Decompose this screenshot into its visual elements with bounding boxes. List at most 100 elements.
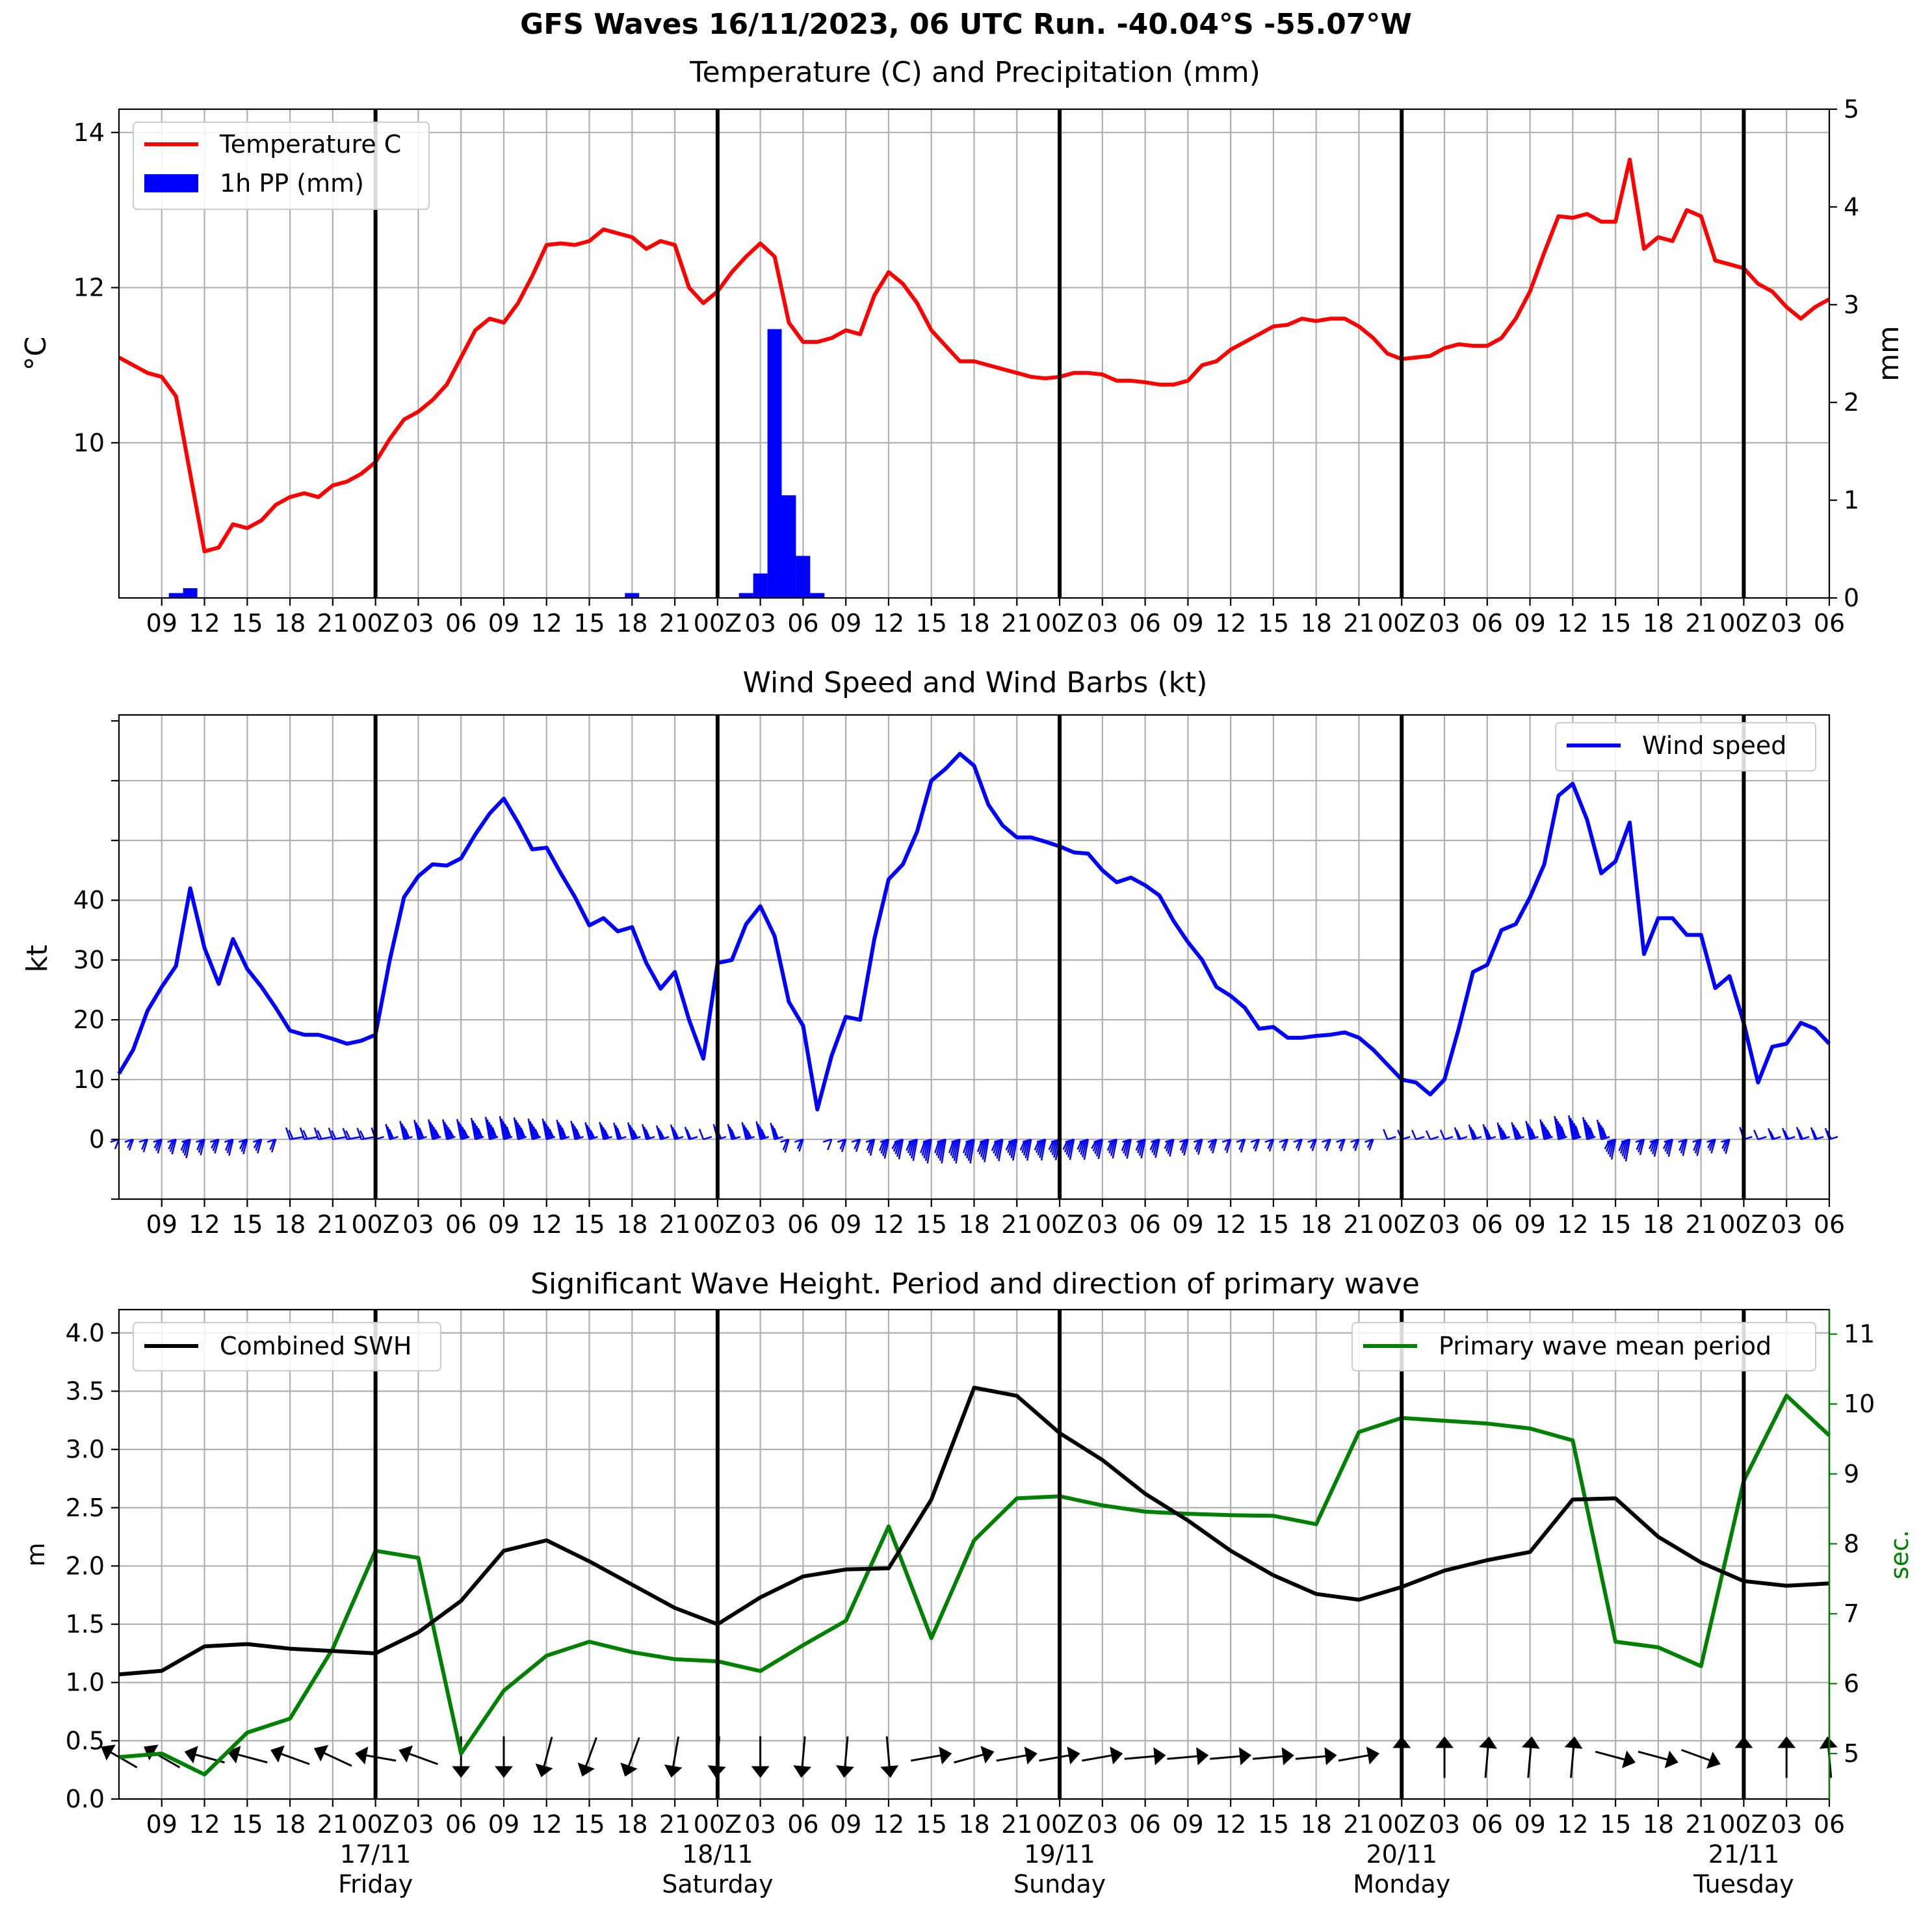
wind-barb — [196, 1138, 205, 1156]
wind-barb-feather — [1224, 1139, 1230, 1151]
wind-barb — [920, 1138, 932, 1164]
wind-barb-feather — [447, 1126, 453, 1139]
wind-barb-shaft — [1336, 1138, 1345, 1143]
wind-barb — [599, 1122, 612, 1141]
x-tick-label: 00Z — [351, 609, 399, 638]
wind-barb-feather — [1586, 1122, 1591, 1139]
day-weekday-label: Saturday — [662, 1870, 773, 1898]
wind-barb-shaft — [560, 1135, 570, 1141]
wind-barb-feather — [934, 1141, 940, 1154]
x-tick-label: 03 — [1429, 609, 1460, 638]
legend-wind-label: Wind speed — [1642, 731, 1786, 760]
direction-arrow-shaft — [844, 1736, 849, 1769]
panel-waves: Significant Wave Height. Period and dire… — [21, 1267, 1914, 1898]
wind-barb-feather — [127, 1139, 133, 1148]
wind-barb — [224, 1138, 234, 1156]
precip-bar — [168, 593, 183, 598]
wind-barb-feather — [169, 1139, 176, 1152]
direction-arrow-head — [880, 1765, 899, 1778]
wind-barb-feather — [1124, 1139, 1130, 1157]
x-tick-label: 18 — [274, 1810, 306, 1839]
x-tick-label: 12 — [189, 1210, 220, 1239]
wind-barb-feather — [501, 1119, 506, 1139]
wind-barb-shaft — [124, 1138, 134, 1143]
wind-barb-shaft — [631, 1135, 641, 1141]
wind-barb-feather — [561, 1127, 567, 1139]
wind-barb-feather — [1511, 1122, 1517, 1140]
wind-barb-feather — [921, 1141, 928, 1156]
wind-barb-feather — [996, 1139, 1002, 1159]
y-tick-label: 10 — [73, 428, 105, 457]
direction-arrow-head — [452, 1766, 471, 1778]
wind-barb-feather — [1091, 1141, 1097, 1149]
wind-barb-feather — [1077, 1141, 1082, 1150]
wind-barb-shaft — [517, 1135, 527, 1141]
direction-arrow — [1252, 1747, 1294, 1766]
x-tick-label: 09 — [1514, 1210, 1545, 1239]
direction-arrow-shaft — [406, 1752, 439, 1765]
wind-barb-shaft — [446, 1135, 456, 1141]
wind-barb — [1322, 1138, 1331, 1152]
wind-barb-feather — [1083, 1139, 1090, 1160]
wind-barb-feather — [923, 1140, 929, 1159]
wind-barb-feather — [1005, 1141, 1012, 1151]
wind-barb-feather — [463, 1129, 469, 1138]
wind-barb-feather — [1662, 1140, 1669, 1150]
wind-barb-feather — [269, 1139, 275, 1150]
wind-barb — [1454, 1127, 1468, 1141]
wind-barb-feather — [460, 1124, 465, 1139]
x-tick-label: 03 — [402, 1210, 434, 1239]
wind-barb-feather — [782, 1139, 789, 1150]
wind-barb-shaft — [404, 1135, 413, 1141]
wind-barb-feather — [1062, 1141, 1068, 1150]
wind-barb-feather — [1545, 1126, 1550, 1139]
wind-barb-feather — [590, 1130, 595, 1139]
x-tick-label: 06 — [787, 1210, 818, 1239]
wind-barb — [542, 1118, 556, 1141]
wind-barb-feather — [1007, 1141, 1013, 1154]
day-weekday-label: Monday — [1353, 1870, 1450, 1898]
wind-barb-feather — [991, 1141, 997, 1152]
direction-arrow-shaft — [1082, 1754, 1114, 1762]
wind-barb-shaft — [837, 1138, 846, 1143]
wind-barb-feather — [1297, 1139, 1303, 1152]
wind-barb-feather — [214, 1139, 220, 1154]
wind-barb-feather — [356, 1128, 362, 1140]
wind-barb-shaft — [1364, 1138, 1374, 1143]
precip-bar — [781, 495, 796, 598]
wind-barb-shaft — [1558, 1135, 1567, 1141]
x-tick-label: 18 — [958, 1210, 989, 1239]
panel1-title: Temperature (C) and Precipitation (mm) — [689, 56, 1260, 89]
direction-arrow-head — [1564, 1736, 1583, 1749]
x-tick-label: 09 — [830, 1810, 861, 1839]
wind-barb — [252, 1138, 263, 1154]
wind-barb-feather — [673, 1129, 679, 1139]
wind-barb-feather — [547, 1126, 553, 1139]
wind-barb-shaft — [1236, 1138, 1246, 1143]
wind-barb-feather — [1140, 1139, 1146, 1159]
direction-arrow-head — [1196, 1747, 1209, 1766]
direction-arrow — [494, 1736, 513, 1778]
direction-arrow-shaft — [801, 1736, 806, 1769]
wind-barb-feather — [442, 1119, 448, 1140]
x-tick-label: 09 — [830, 1210, 861, 1239]
wind-barb-feather — [1197, 1139, 1203, 1155]
direction-arrow — [620, 1737, 640, 1777]
wind-barb-feather — [1584, 1119, 1590, 1139]
wind-barb-feather — [937, 1140, 943, 1159]
wind-barb — [642, 1124, 655, 1141]
wind-barb-feather — [586, 1124, 592, 1139]
wind-barb-feather — [827, 1139, 833, 1150]
wind-barb-feather — [532, 1126, 538, 1139]
direction-arrow-head — [664, 1764, 683, 1778]
y-tick-label: 9 — [1844, 1460, 1859, 1488]
y-tick-label: 6 — [1844, 1670, 1859, 1698]
direction-arrow-shaft — [363, 1754, 397, 1762]
wind-barb-feather — [1354, 1139, 1360, 1152]
panel3-ylabel-left: m — [21, 1542, 50, 1566]
wind-barb-shaft — [774, 1135, 783, 1141]
wind-barb-feather — [1530, 1128, 1536, 1139]
wind-barb — [584, 1122, 598, 1141]
wind-barb-feather — [1425, 1130, 1431, 1140]
wind-barb — [1179, 1138, 1189, 1156]
